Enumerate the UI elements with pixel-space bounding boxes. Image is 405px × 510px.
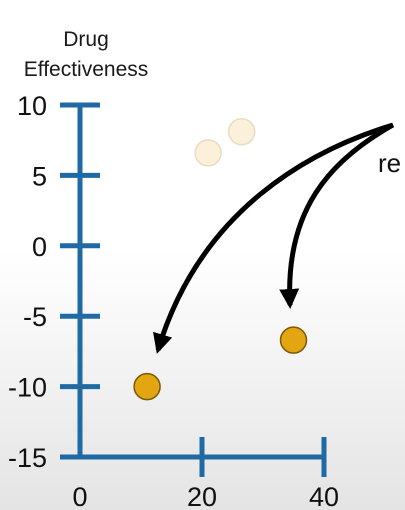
data-point: [134, 374, 160, 400]
x-tick-label: 20: [187, 482, 217, 510]
y-tick-label: -10: [8, 373, 47, 403]
y-tick-label: -5: [23, 302, 47, 332]
data-point: [229, 119, 255, 145]
data-points: [134, 119, 306, 400]
x-tick-label: 40: [309, 482, 339, 510]
y-tick-label: 0: [32, 232, 47, 262]
y-tick-label: -15: [8, 443, 47, 473]
y-axis: 10 5 0 -5 -10 -15: [8, 91, 100, 473]
annotation-arrow-left: [158, 125, 393, 350]
y-axis-label-line-2: Effectiveness: [24, 58, 149, 81]
annotation-text: re: [378, 148, 401, 178]
y-axis-label-line-1: Drug: [63, 28, 109, 51]
y-tick-label: 10: [17, 91, 47, 121]
data-point: [281, 327, 307, 353]
data-point: [195, 140, 221, 166]
x-axis: 0 20 40: [72, 437, 339, 510]
y-tick-label: 5: [32, 161, 47, 191]
x-tick-label: 0: [72, 482, 87, 510]
